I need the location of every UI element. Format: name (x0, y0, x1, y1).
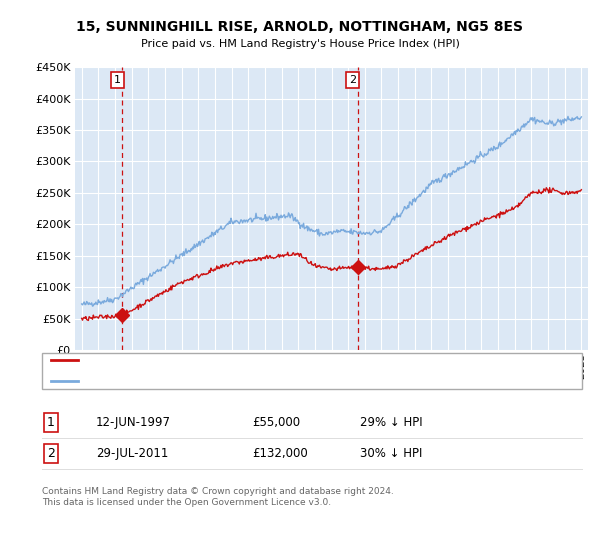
Text: 30% ↓ HPI: 30% ↓ HPI (360, 447, 422, 460)
Text: £55,000: £55,000 (252, 416, 300, 430)
Text: Contains HM Land Registry data © Crown copyright and database right 2024.
This d: Contains HM Land Registry data © Crown c… (42, 487, 394, 507)
Text: 29% ↓ HPI: 29% ↓ HPI (360, 416, 422, 430)
Text: £132,000: £132,000 (252, 447, 308, 460)
Text: 15, SUNNINGHILL RISE, ARNOLD, NOTTINGHAM, NG5 8ES: 15, SUNNINGHILL RISE, ARNOLD, NOTTINGHAM… (77, 20, 523, 34)
Text: 29-JUL-2011: 29-JUL-2011 (96, 447, 169, 460)
Text: 1: 1 (47, 416, 55, 430)
Text: 12-JUN-1997: 12-JUN-1997 (96, 416, 171, 430)
Text: HPI: Average price, detached house, Gedling: HPI: Average price, detached house, Gedl… (83, 376, 316, 386)
Text: 2: 2 (349, 75, 356, 85)
Text: 2: 2 (47, 447, 55, 460)
Text: 1: 1 (114, 75, 121, 85)
Text: Price paid vs. HM Land Registry's House Price Index (HPI): Price paid vs. HM Land Registry's House … (140, 39, 460, 49)
Text: 15, SUNNINGHILL RISE, ARNOLD, NOTTINGHAM, NG5 8ES (detached house): 15, SUNNINGHILL RISE, ARNOLD, NOTTINGHAM… (83, 355, 475, 365)
